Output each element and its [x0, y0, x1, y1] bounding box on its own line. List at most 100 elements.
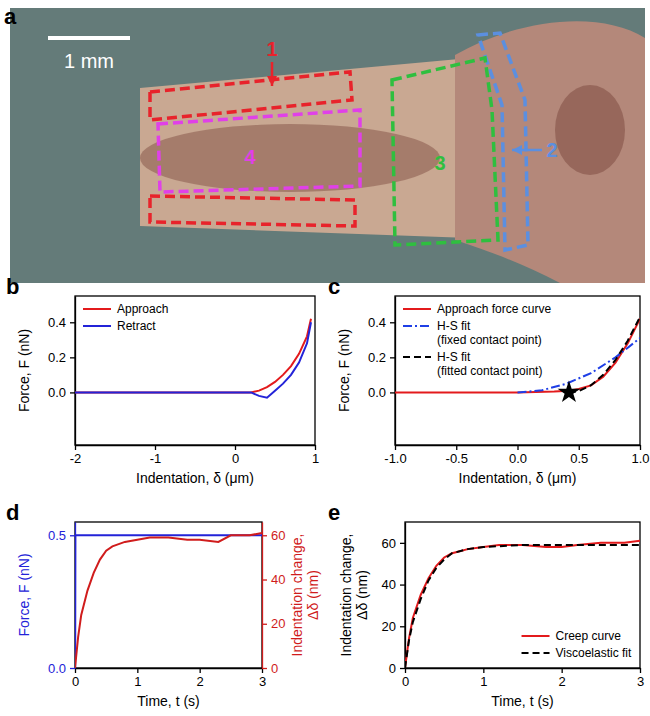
plot-frame	[75, 522, 262, 668]
legend-label-line: Approach	[117, 302, 168, 316]
tick-mark	[483, 668, 484, 673]
y-axis-title-group: Indentation change,Δδ (nm)	[338, 534, 371, 657]
tick-mark	[405, 668, 406, 673]
tick-mark	[517, 445, 518, 450]
legend-label: Approach	[117, 302, 168, 316]
tick-mark	[640, 445, 641, 450]
axis-line	[262, 523, 263, 669]
y2-axis-title-line: Δδ (nm)	[305, 570, 321, 620]
legend-swatch	[522, 652, 550, 654]
tick: 0.2	[368, 350, 395, 365]
tick-mark	[262, 579, 267, 580]
tick: 3	[637, 668, 644, 689]
y-axis: 0.0 0.5	[48, 523, 76, 676]
y-axis-title: Force, F (nN)	[16, 329, 32, 412]
series-line	[405, 545, 640, 668]
tick: 0	[402, 668, 409, 689]
region-outline	[478, 33, 528, 250]
y-axis-title-line: Indentation change,	[338, 534, 354, 657]
tick: -1	[150, 445, 162, 466]
y2-axis-title: Indentation change,Δδ (nm)	[289, 534, 322, 657]
y-axis-title-group: Force, F (nN)	[16, 329, 32, 412]
tick-mark	[390, 322, 395, 323]
tick: 1.0	[631, 445, 649, 466]
x-axis-title-line: Time, t (s)	[137, 693, 199, 709]
region-outline	[150, 196, 355, 226]
tick-label: 20	[382, 619, 396, 634]
y-axis-title-group: Force, F (nN)	[16, 553, 32, 636]
x-axis-title-line: Indentation, δ (μm)	[136, 470, 254, 486]
tick-mark	[390, 357, 395, 358]
tick-mark	[315, 445, 316, 450]
tick: 0.0	[48, 661, 75, 676]
tick: 0.4	[48, 315, 75, 330]
axis-line	[395, 297, 396, 446]
legend-swatch	[83, 325, 111, 327]
tick-mark	[70, 392, 75, 393]
region-arrow-head	[267, 76, 277, 86]
tick-mark	[456, 445, 457, 450]
series-line	[75, 319, 311, 393]
series-line	[395, 319, 640, 393]
tick: 0	[72, 668, 79, 689]
tick-mark	[395, 445, 396, 450]
region-arrow-head	[512, 145, 522, 155]
tick-mark	[390, 392, 395, 393]
axis-line	[406, 668, 641, 669]
tick-mark	[640, 668, 641, 673]
bone-shaft	[140, 58, 470, 238]
tick: 0	[389, 661, 405, 676]
figure: a1 mm1234b-2-1010.00.20.4Indentation, δ …	[0, 0, 650, 716]
y2-axis-title-line: Indentation change,	[289, 534, 305, 657]
tick: 20	[382, 619, 405, 634]
y2-axis: 0204060	[262, 523, 285, 676]
legend-swatch	[83, 308, 111, 310]
tick-mark	[75, 668, 76, 673]
tick-label: 0.4	[368, 315, 386, 330]
x-axis: 0123	[402, 668, 644, 689]
tick: 1	[134, 668, 141, 689]
tick: 3	[259, 668, 266, 689]
panel-label: b	[6, 274, 19, 299]
x-axis-title-group: Indentation, δ (μm)	[136, 470, 254, 486]
x-axis-title-group: Indentation, δ (μm)	[459, 470, 577, 486]
axis-line	[76, 668, 263, 669]
tick-label: 2	[197, 674, 204, 689]
tick-mark	[137, 668, 138, 673]
panel-label: c	[328, 274, 340, 299]
legend-label-line: Retract	[117, 319, 156, 333]
series-line	[75, 533, 262, 668]
tick-label: 20	[271, 616, 285, 631]
series-line	[75, 322, 311, 397]
panel-label: d	[6, 500, 19, 525]
tick-label: -1	[150, 451, 162, 466]
tick: 0.0	[509, 445, 527, 466]
tick-label: 40	[271, 572, 285, 587]
plot-frame	[395, 296, 640, 445]
legend-label-line: H-S fit	[437, 350, 471, 364]
region-label: 4	[244, 146, 256, 168]
y-axis: 0.00.20.4	[48, 297, 76, 446]
tick-label: 0.0	[48, 661, 66, 676]
legend: Creep curve Viscoelastic fit	[522, 629, 632, 660]
tick: 0.5	[570, 445, 588, 466]
scale-bar-label: 1 mm	[64, 50, 114, 72]
tick-mark	[70, 668, 75, 669]
tick-label: 1	[312, 451, 319, 466]
x-axis-title: Time, t (s)	[137, 693, 199, 709]
tick: 60	[382, 536, 405, 551]
x-axis-title: Indentation, δ (μm)	[136, 470, 254, 486]
legend-label-line: Viscoelastic fit	[556, 646, 632, 660]
tick: 0.5	[48, 528, 75, 543]
x-axis-title-line: Indentation, δ (μm)	[459, 470, 577, 486]
legend-label-line: (fixed contact point)	[437, 333, 542, 347]
legend-label: Creep curve	[556, 629, 622, 643]
legend-swatch	[403, 325, 431, 327]
region-outline	[392, 58, 498, 245]
region-label: 1	[266, 38, 277, 60]
tick-label: 0.0	[48, 385, 66, 400]
legend-label-line: Approach force curve	[437, 302, 551, 316]
panel-label: e	[328, 500, 340, 525]
axis-line	[405, 523, 406, 669]
tick-mark	[400, 668, 405, 669]
